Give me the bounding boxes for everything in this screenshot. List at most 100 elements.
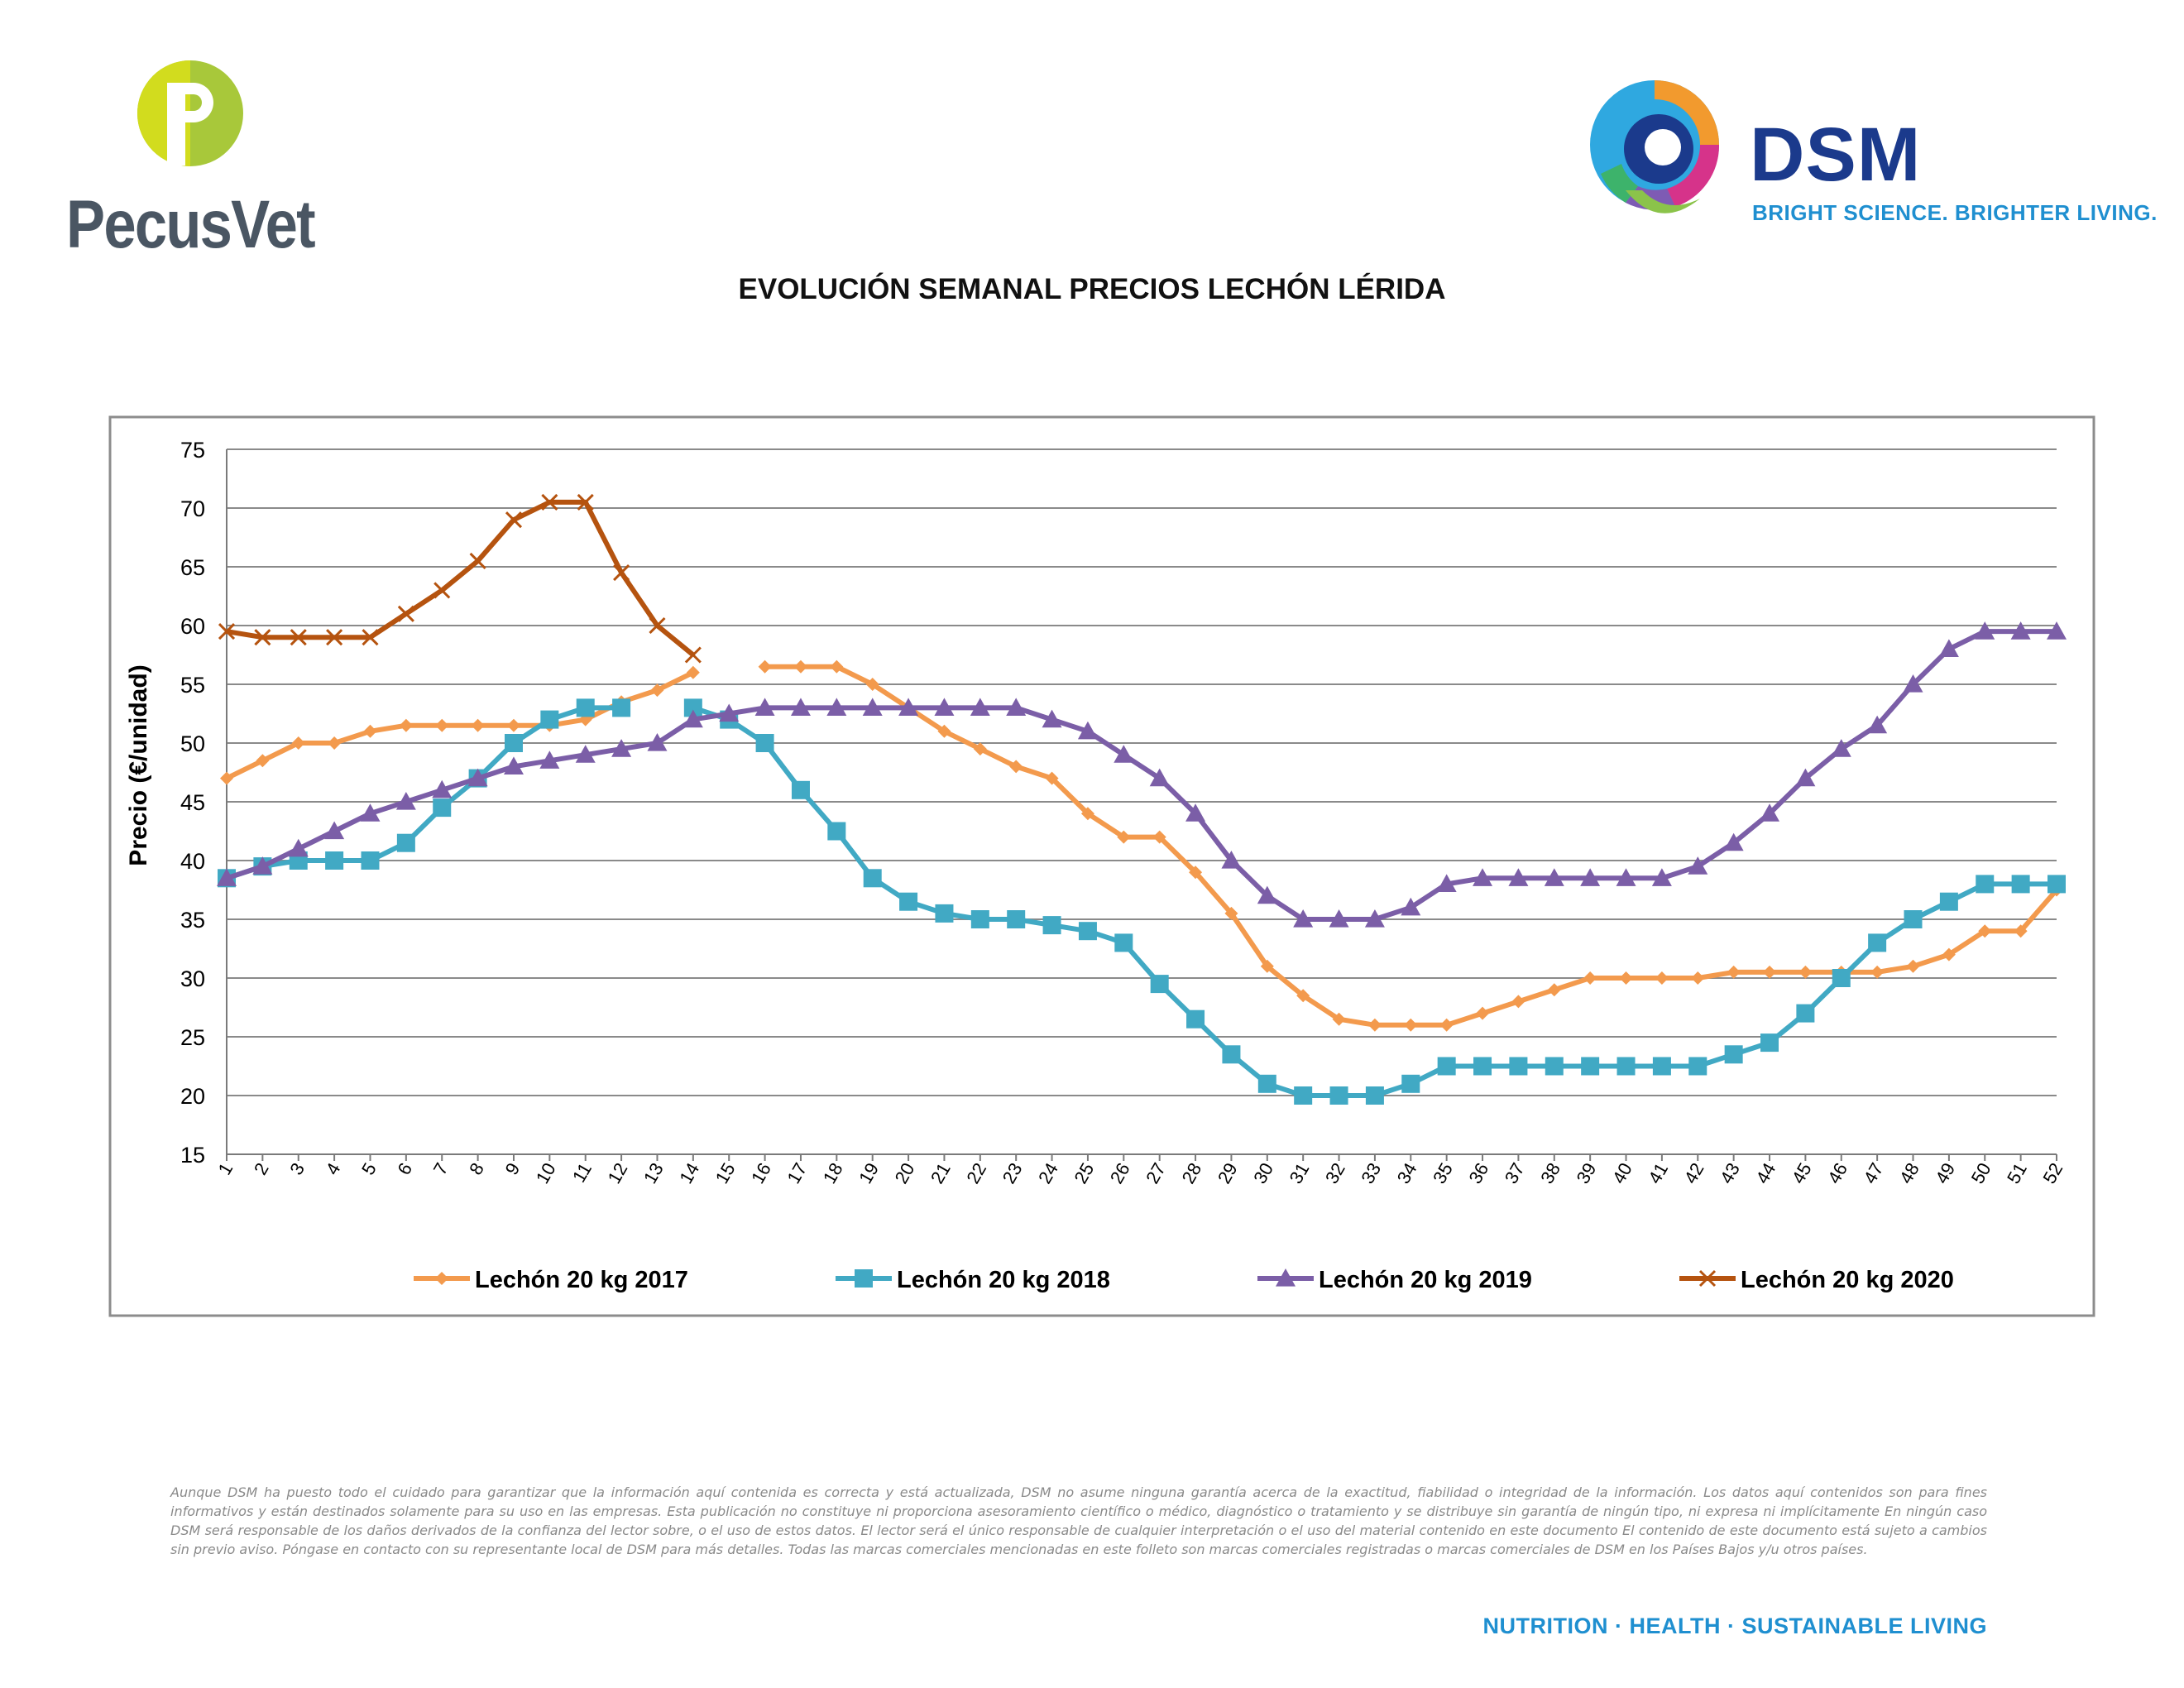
x-tick-label: 38 bbox=[1536, 1159, 1564, 1187]
data-point bbox=[1437, 1057, 1456, 1076]
data-point bbox=[1150, 975, 1169, 994]
data-point bbox=[973, 742, 987, 756]
y-tick-label: 65 bbox=[180, 555, 205, 580]
data-point bbox=[899, 892, 918, 911]
x-tick-label: 20 bbox=[891, 1159, 919, 1187]
data-point bbox=[1727, 965, 1741, 979]
data-point bbox=[432, 779, 453, 798]
data-point bbox=[325, 851, 344, 870]
data-point bbox=[1511, 995, 1525, 1009]
data-point bbox=[1401, 897, 1421, 916]
legend-label: Lechón 20 kg 2018 bbox=[897, 1267, 1110, 1293]
y-axis-label: Precio (€/unidad) bbox=[125, 664, 152, 866]
y-tick-label: 30 bbox=[180, 966, 205, 991]
data-point bbox=[1276, 1268, 1296, 1287]
data-point bbox=[324, 821, 345, 840]
data-point bbox=[826, 698, 847, 716]
data-point bbox=[503, 756, 524, 774]
x-tick-label: 32 bbox=[1321, 1159, 1349, 1187]
x-tick-label: 19 bbox=[855, 1159, 883, 1187]
x-tick-label: 43 bbox=[1716, 1159, 1744, 1187]
data-point bbox=[1796, 1004, 1815, 1023]
data-point bbox=[362, 629, 379, 646]
data-point bbox=[686, 665, 700, 679]
dsm-tagline: BRIGHT SCIENCE. BRIGHTER LIVING. bbox=[1752, 200, 2158, 225]
data-point bbox=[1975, 621, 1995, 640]
x-tick-label: 23 bbox=[999, 1159, 1027, 1187]
data-point bbox=[1149, 768, 1170, 787]
x-tick-label: 49 bbox=[1931, 1159, 1959, 1187]
data-point bbox=[647, 733, 668, 751]
data-point bbox=[1117, 830, 1131, 844]
data-point bbox=[1508, 868, 1529, 886]
data-point bbox=[399, 718, 413, 732]
x-tick-label: 22 bbox=[962, 1159, 990, 1187]
data-point bbox=[1329, 1086, 1348, 1105]
data-point bbox=[793, 659, 807, 674]
x-tick-label: 17 bbox=[783, 1159, 811, 1187]
data-point bbox=[1938, 639, 1959, 657]
data-point bbox=[1078, 922, 1097, 941]
data-point bbox=[505, 511, 523, 529]
data-point bbox=[326, 629, 343, 646]
data-point bbox=[682, 709, 703, 728]
data-point bbox=[254, 629, 271, 646]
data-point bbox=[1544, 868, 1564, 886]
x-tick-label: 2 bbox=[250, 1159, 273, 1178]
data-point bbox=[1904, 910, 1923, 928]
x-tick-labels: 1 2 3 4 5 6 7 8 9 10 11 12 13 14 15 16 17 18 19 20 21 22 23 24 2… bbox=[214, 1159, 2067, 1187]
page-title: EVOLUCIÓN SEMANAL PRECIOS LECHÓN LÉRIDA bbox=[738, 273, 1446, 305]
x-tick-label: 36 bbox=[1464, 1159, 1492, 1187]
x-tick-label: 12 bbox=[604, 1159, 632, 1187]
legend-item: Lechón 20 kg 2020 bbox=[1679, 1267, 1954, 1293]
data-point bbox=[970, 698, 990, 716]
data-point bbox=[433, 582, 451, 599]
data-point bbox=[1260, 959, 1274, 973]
x-tick-label: 41 bbox=[1644, 1159, 1672, 1187]
data-point bbox=[1080, 807, 1094, 821]
data-point bbox=[1903, 674, 1923, 693]
y-tick-label: 15 bbox=[180, 1143, 205, 1168]
data-point bbox=[328, 736, 342, 750]
x-tick-label: 16 bbox=[747, 1159, 775, 1187]
y-tick-label: 40 bbox=[180, 849, 205, 874]
data-point bbox=[1152, 830, 1166, 844]
legend-label: Lechón 20 kg 2020 bbox=[1741, 1267, 1954, 1293]
data-point bbox=[1009, 760, 1023, 774]
data-point bbox=[541, 493, 558, 511]
data-point bbox=[217, 868, 237, 886]
data-point bbox=[1401, 1074, 1420, 1093]
y-tick-label: 45 bbox=[180, 790, 205, 815]
data-point bbox=[469, 552, 486, 569]
data-point bbox=[649, 616, 666, 635]
data-point bbox=[862, 698, 883, 716]
data-point bbox=[256, 754, 270, 768]
x-tick-label: 26 bbox=[1106, 1159, 1134, 1187]
data-point bbox=[1077, 721, 1098, 740]
data-point bbox=[1942, 947, 1956, 961]
x-tick-label: 47 bbox=[1860, 1159, 1888, 1187]
data-point bbox=[2010, 621, 2031, 640]
x-tick-label: 52 bbox=[2038, 1159, 2067, 1187]
data-point bbox=[577, 493, 594, 511]
chart-series bbox=[217, 493, 2067, 1105]
data-point bbox=[1868, 933, 1887, 952]
x-tick-label: 51 bbox=[2003, 1159, 2031, 1187]
x-tick-label: 39 bbox=[1573, 1159, 1601, 1187]
data-point bbox=[934, 698, 955, 716]
legend-label: Lechón 20 kg 2017 bbox=[475, 1267, 688, 1293]
legend-item: Lechón 20 kg 2019 bbox=[1257, 1267, 1532, 1293]
data-point bbox=[1978, 924, 1992, 938]
data-point bbox=[1619, 971, 1633, 985]
data-point bbox=[1367, 1018, 1382, 1032]
data-point bbox=[898, 698, 919, 716]
series-line bbox=[226, 629, 2057, 922]
data-point bbox=[360, 803, 381, 822]
data-point bbox=[1723, 832, 1744, 851]
data-point bbox=[1296, 989, 1310, 1003]
y-tick-label: 35 bbox=[180, 908, 205, 933]
data-point bbox=[1186, 1009, 1205, 1029]
y-tick-label: 70 bbox=[180, 496, 205, 521]
data-point bbox=[2047, 621, 2067, 640]
legal-disclaimer: Aunque DSM ha puesto todo el cuidado par… bbox=[170, 1484, 1987, 1557]
